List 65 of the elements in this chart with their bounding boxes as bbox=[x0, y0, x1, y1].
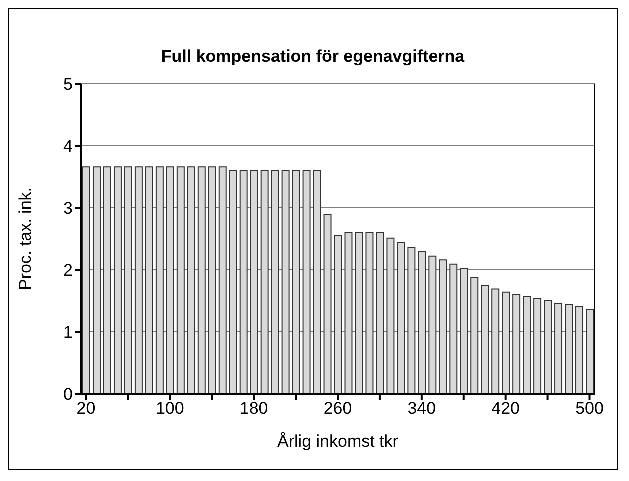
bar bbox=[355, 232, 364, 394]
bar bbox=[208, 166, 216, 394]
bar bbox=[82, 166, 90, 394]
bar bbox=[386, 238, 395, 394]
bar bbox=[313, 170, 322, 394]
bar bbox=[302, 170, 311, 394]
bar bbox=[523, 296, 532, 394]
bar bbox=[282, 170, 290, 394]
bar bbox=[134, 166, 143, 394]
bar bbox=[334, 235, 342, 394]
x-tick-label: 100 bbox=[156, 399, 184, 418]
bar bbox=[114, 166, 122, 394]
x-tick-label: 180 bbox=[240, 399, 268, 418]
bar bbox=[554, 302, 563, 394]
bar bbox=[397, 242, 406, 394]
bar bbox=[145, 166, 154, 394]
x-tick-label: 20 bbox=[76, 399, 96, 418]
y-tick-label: 1 bbox=[64, 323, 73, 342]
bar bbox=[576, 306, 584, 394]
bar bbox=[187, 166, 196, 394]
y-axis-title: Proc. tax. ink. bbox=[16, 188, 36, 290]
y-tick-label: 3 bbox=[64, 199, 73, 218]
bar bbox=[229, 170, 238, 394]
bar bbox=[218, 166, 227, 394]
bar bbox=[260, 170, 269, 394]
bar bbox=[376, 232, 384, 394]
bar bbox=[512, 294, 521, 394]
bar bbox=[156, 166, 164, 394]
x-axis-title: Årlig inkomst tkr bbox=[278, 432, 399, 451]
bar bbox=[366, 232, 374, 394]
bar bbox=[292, 170, 300, 394]
bar bbox=[92, 166, 101, 394]
bar bbox=[103, 166, 112, 394]
bar bbox=[450, 264, 458, 394]
bar bbox=[481, 285, 490, 394]
bar bbox=[534, 298, 542, 394]
bar bbox=[586, 309, 594, 394]
y-tick-label: 0 bbox=[64, 385, 73, 404]
bar bbox=[344, 232, 353, 394]
bar bbox=[418, 252, 426, 394]
y-tick-label: 5 bbox=[64, 75, 73, 94]
bar bbox=[124, 166, 132, 394]
bar bbox=[565, 304, 574, 394]
bar bbox=[271, 170, 280, 394]
bar bbox=[324, 214, 332, 394]
x-tick-label: 500 bbox=[576, 399, 604, 418]
y-tick-label: 2 bbox=[64, 261, 73, 280]
x-tick-label: 420 bbox=[492, 399, 520, 418]
y-tick-label: 4 bbox=[64, 137, 73, 156]
bar bbox=[198, 166, 206, 394]
chart-title: Full kompensation för egenavgifterna bbox=[160, 47, 466, 68]
x-tick-label: 340 bbox=[408, 399, 436, 418]
bar bbox=[544, 300, 552, 394]
bar bbox=[240, 170, 248, 394]
bar bbox=[166, 166, 174, 394]
x-tick-label: 260 bbox=[324, 399, 352, 418]
bar bbox=[460, 268, 468, 394]
bar bbox=[428, 256, 437, 394]
bar bbox=[408, 247, 416, 394]
bar bbox=[470, 276, 479, 394]
bar bbox=[502, 292, 510, 394]
bar bbox=[250, 170, 258, 394]
bar bbox=[492, 288, 500, 394]
bar bbox=[439, 260, 448, 394]
bar bbox=[176, 166, 185, 394]
